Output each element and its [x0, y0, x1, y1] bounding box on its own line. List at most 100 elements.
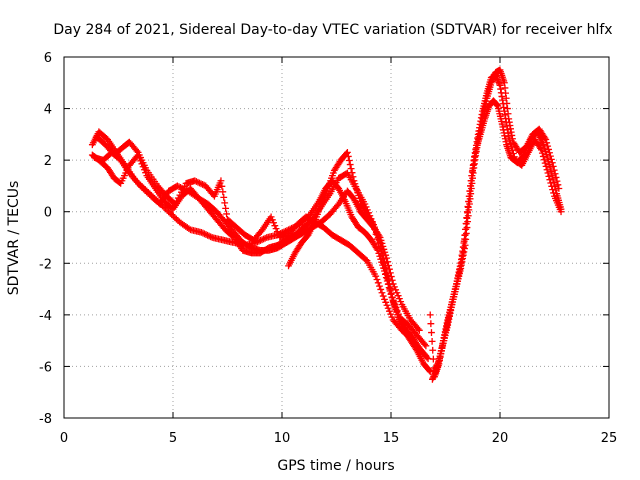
data-point — [548, 171, 556, 179]
plot-area — [88, 66, 565, 383]
data-point — [162, 205, 169, 213]
data-point — [507, 140, 514, 147]
data-point — [379, 292, 387, 300]
x-tick-label: 25 — [601, 431, 618, 446]
data-point — [178, 184, 186, 192]
data-point — [384, 272, 391, 279]
data-point — [168, 211, 176, 219]
data-point — [218, 182, 226, 190]
data-point — [372, 272, 380, 280]
data-point — [545, 172, 553, 180]
data-point — [273, 228, 281, 236]
data-point — [171, 214, 179, 222]
data-point — [510, 153, 518, 161]
data-point — [204, 231, 211, 239]
data-point — [382, 263, 390, 271]
data-point — [544, 142, 552, 150]
x-tick-label: 0 — [60, 431, 68, 446]
data-point — [508, 143, 515, 151]
data-point — [557, 208, 565, 216]
data-point — [391, 283, 398, 291]
y-tick-label: -6 — [39, 360, 52, 375]
data-point — [388, 294, 396, 301]
data-point — [505, 133, 513, 141]
data-point — [551, 170, 559, 178]
data-point — [169, 212, 177, 220]
data-point — [383, 267, 391, 275]
data-point — [549, 186, 557, 194]
data-point — [272, 225, 280, 233]
data-point — [271, 222, 279, 230]
y-axis-label: SDTVAR / TECUs — [6, 181, 22, 296]
data-point — [396, 295, 403, 303]
data-point — [392, 286, 400, 294]
data-point — [220, 193, 228, 201]
data-point — [222, 204, 230, 212]
data-point — [426, 311, 434, 319]
data-point — [194, 178, 202, 186]
data-point — [546, 149, 553, 157]
data-point — [429, 355, 437, 363]
data-point — [376, 239, 384, 247]
data-point — [386, 307, 393, 315]
data-point — [547, 179, 555, 187]
data-point — [344, 153, 352, 160]
data-point — [268, 216, 276, 224]
data-point — [177, 184, 184, 191]
data-point — [540, 156, 548, 164]
data-point — [425, 367, 433, 374]
x-tick-label: 15 — [383, 431, 400, 446]
data-point — [143, 188, 150, 196]
data-point — [349, 173, 357, 181]
data-point — [378, 247, 386, 255]
chart-title: Day 284 of 2021, Sidereal Day-to-day VTE… — [53, 22, 612, 38]
data-point — [377, 243, 385, 251]
data-point — [197, 228, 205, 236]
data-point — [258, 236, 266, 244]
series-sat-f — [429, 97, 565, 383]
data-point — [354, 189, 362, 196]
data-point — [138, 184, 146, 191]
data-point — [223, 210, 230, 218]
data-point — [144, 189, 152, 197]
data-point — [260, 235, 268, 243]
data-point — [346, 161, 354, 168]
data-point — [541, 134, 549, 142]
data-point — [397, 298, 405, 305]
x-tick-label: 5 — [169, 431, 177, 446]
data-point — [427, 320, 435, 328]
data-point — [541, 159, 549, 167]
data-point — [549, 163, 557, 170]
data-point — [421, 351, 429, 359]
data-point — [388, 313, 396, 321]
data-point — [173, 182, 181, 190]
data-point — [381, 295, 388, 303]
data-point — [555, 185, 563, 192]
data-point — [207, 233, 215, 241]
y-tick-label: -8 — [39, 412, 52, 427]
data-point — [384, 304, 392, 312]
data-point — [197, 180, 205, 188]
data-point — [548, 182, 556, 190]
data-point — [160, 203, 168, 211]
data-point — [191, 177, 199, 185]
data-point — [422, 352, 430, 360]
data-point — [547, 152, 554, 160]
data-point — [133, 147, 141, 155]
data-point — [546, 176, 554, 184]
data-point — [386, 280, 393, 288]
data-point — [165, 208, 173, 216]
data-point — [549, 175, 557, 183]
data-point — [171, 200, 179, 208]
data-point — [350, 177, 358, 185]
plot-frame — [63, 56, 610, 419]
data-point — [348, 169, 356, 177]
data-point — [356, 195, 363, 202]
data-point — [422, 342, 430, 350]
data-point — [387, 289, 395, 297]
data-point — [385, 276, 392, 284]
series-sat-g — [431, 66, 563, 375]
data-point — [537, 144, 544, 152]
data-point — [173, 197, 181, 205]
data-point — [270, 219, 277, 227]
